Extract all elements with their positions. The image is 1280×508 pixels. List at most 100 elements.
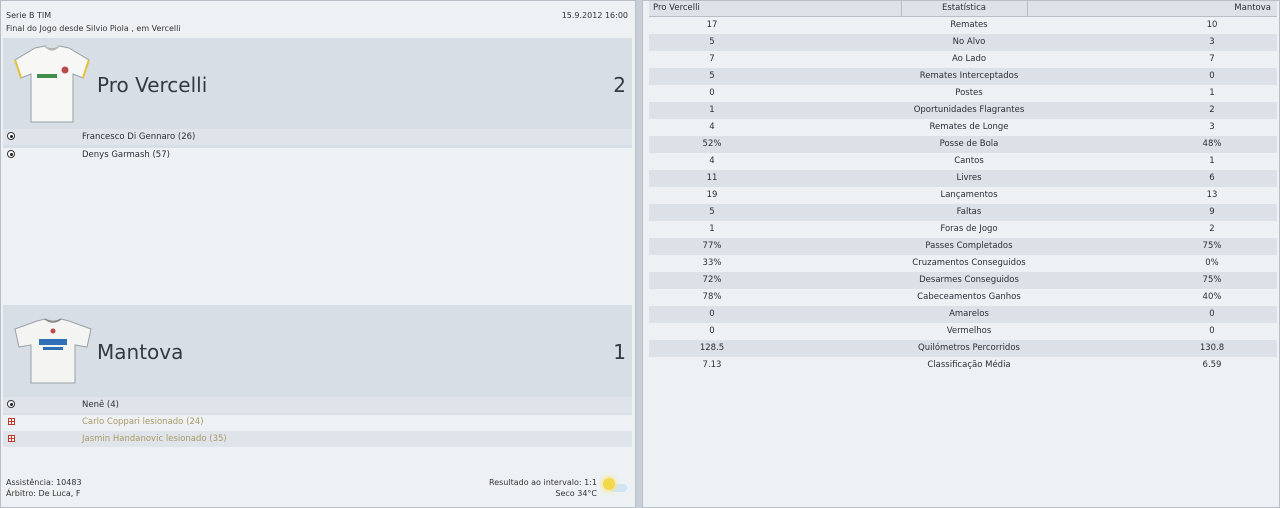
stat-label: Quilómetros Percorridos	[918, 343, 1020, 353]
injury-cross-icon	[8, 435, 15, 442]
home-event-row: Francesco Di Gennaro (26)	[3, 129, 632, 145]
stat-home: 33%	[702, 258, 722, 268]
match-summary-panel: Serie B TIM 15.9.2012 16:00 Final do Jog…	[0, 0, 636, 508]
stat-label: Remates	[950, 20, 988, 30]
stat-row: 4 Cantos 1	[649, 153, 1277, 170]
stat-away: 10	[1206, 20, 1218, 30]
stat-label: Livres	[956, 173, 982, 183]
match-stats-panel: Pro Vercelli Estatística Mantova 17 Remat…	[642, 0, 1280, 508]
stat-label: Cruzamentos Conseguidos	[912, 258, 1026, 268]
stat-away: 0%	[1205, 258, 1219, 268]
stat-away: 2	[1209, 224, 1215, 234]
stat-label: Passes Completados	[925, 241, 1013, 251]
weather-text: Seco 34°C	[555, 489, 597, 498]
stat-row: 33% Cruzamentos Conseguidos 0%	[649, 255, 1277, 272]
home-event-text[interactable]: Denys Garmash (57)	[82, 150, 170, 160]
referee[interactable]: Árbitro: De Luca, F	[6, 489, 81, 498]
away-event-text[interactable]: Jasmin Handanovic lesionado (35)	[82, 434, 227, 444]
away-team-block: Mantova 1	[3, 305, 632, 415]
stat-label: Remates de Longe	[929, 122, 1009, 132]
match-date-time: 15.9.2012 16:00	[561, 11, 628, 20]
stat-row: 128.5 Quilómetros Percorridos 130.8	[649, 340, 1277, 357]
stat-row: 0 Postes 1	[649, 85, 1277, 102]
stat-away: 40%	[1202, 292, 1222, 302]
stat-away: 1	[1209, 88, 1215, 98]
away-team-score: 1	[613, 340, 626, 364]
stat-label: Posse de Bola	[939, 139, 999, 149]
stat-home: 5	[709, 37, 715, 47]
competition-name[interactable]: Serie B TIM	[6, 11, 52, 20]
sunny-weather-icon	[603, 478, 615, 490]
stat-away: 6.59	[1202, 360, 1222, 370]
stat-home: 17	[706, 20, 718, 30]
stat-row: 5 No Alvo 3	[649, 34, 1277, 51]
stat-row: 4 Remates de Longe 3	[649, 119, 1277, 136]
away-event-row: Nenê (4)	[3, 397, 632, 413]
stat-away: 0	[1209, 309, 1215, 319]
stat-row: 72% Desarmes Conseguidos 75%	[649, 272, 1277, 289]
stat-away: 48%	[1202, 139, 1222, 149]
stats-header-home[interactable]: Pro Vercelli	[653, 3, 700, 13]
stat-away: 3	[1209, 37, 1215, 47]
away-event-text[interactable]: Nenê (4)	[82, 400, 119, 410]
home-event-row: Denys Garmash (57)	[3, 147, 632, 163]
stat-label: No Alvo	[952, 37, 986, 47]
stat-row: 52% Posse de Bola 48%	[649, 136, 1277, 153]
attendance: Assistência: 10483	[6, 478, 82, 487]
away-event-text[interactable]: Carlo Coppari lesionado (24)	[82, 417, 204, 427]
away-team-name[interactable]: Mantova	[97, 340, 184, 364]
stat-label: Postes	[955, 88, 983, 98]
stat-label: Foras de Jogo	[940, 224, 998, 234]
football-icon	[7, 150, 15, 158]
match-status: Final do Jogo desde Silvio Piola , em Ve…	[6, 24, 181, 33]
stat-row: 0 Amarelos 0	[649, 306, 1277, 323]
stat-label: Amarelos	[949, 309, 989, 319]
football-icon	[7, 132, 15, 140]
stat-away: 0	[1209, 71, 1215, 81]
stat-away: 13	[1206, 190, 1218, 200]
stat-label: Oportunidades Flagrantes	[913, 105, 1025, 115]
stat-away: 3	[1209, 122, 1215, 132]
stat-label: Vermelhos	[946, 326, 992, 336]
home-event-text[interactable]: Francesco Di Gennaro (26)	[82, 132, 196, 142]
stat-label: Classificação Média	[927, 360, 1011, 370]
stat-home: 0	[709, 88, 715, 98]
stat-away: 75%	[1202, 275, 1222, 285]
column-divider	[1027, 1, 1028, 16]
column-divider	[901, 1, 902, 16]
stat-row: 5 Remates Interceptados 0	[649, 68, 1277, 85]
stat-row: 17 Remates 10	[649, 17, 1277, 34]
stat-home: 19	[706, 190, 718, 200]
stat-home: 72%	[702, 275, 722, 285]
stat-away: 130.8	[1199, 343, 1225, 353]
stat-home: 7	[709, 54, 715, 64]
stat-home: 5	[709, 71, 715, 81]
stat-label: Lançamentos	[940, 190, 998, 200]
stats-header-away[interactable]: Mantova	[1234, 3, 1271, 13]
stat-row: 5 Faltas 9	[649, 204, 1277, 221]
home-shirt-image	[14, 45, 90, 123]
stat-away: 2	[1209, 105, 1215, 115]
stats-header: Pro Vercelli Estatística Mantova	[649, 1, 1277, 17]
stat-home: 1	[709, 224, 715, 234]
stat-home: 128.5	[699, 343, 725, 353]
stat-home: 77%	[702, 241, 722, 251]
stat-home: 7.13	[702, 360, 722, 370]
stat-home: 5	[709, 207, 715, 217]
home-team-name[interactable]: Pro Vercelli	[97, 73, 208, 97]
stat-row: 1 Oportunidades Flagrantes 2	[649, 102, 1277, 119]
away-event-row: Jasmin Handanovic lesionado (35)	[3, 431, 632, 447]
stat-row: 78% Cabeceamentos Ganhos 40%	[649, 289, 1277, 306]
stat-label: Cabeceamentos Ganhos	[917, 292, 1021, 302]
halftime-result: Resultado ao intervalo: 1:1	[489, 478, 597, 487]
stat-home: 52%	[702, 139, 722, 149]
stats-header-label: Estatística	[941, 3, 987, 13]
stat-row: 7.13 Classificação Média 6.59	[649, 357, 1277, 374]
injury-cross-icon	[8, 418, 15, 425]
stat-away: 0	[1209, 326, 1215, 336]
stat-label: Cantos	[954, 156, 984, 166]
stat-away: 6	[1209, 173, 1215, 183]
stat-row: 0 Vermelhos 0	[649, 323, 1277, 340]
away-event-row: Carlo Coppari lesionado (24)	[3, 414, 632, 430]
stat-row: 19 Lançamentos 13	[649, 187, 1277, 204]
